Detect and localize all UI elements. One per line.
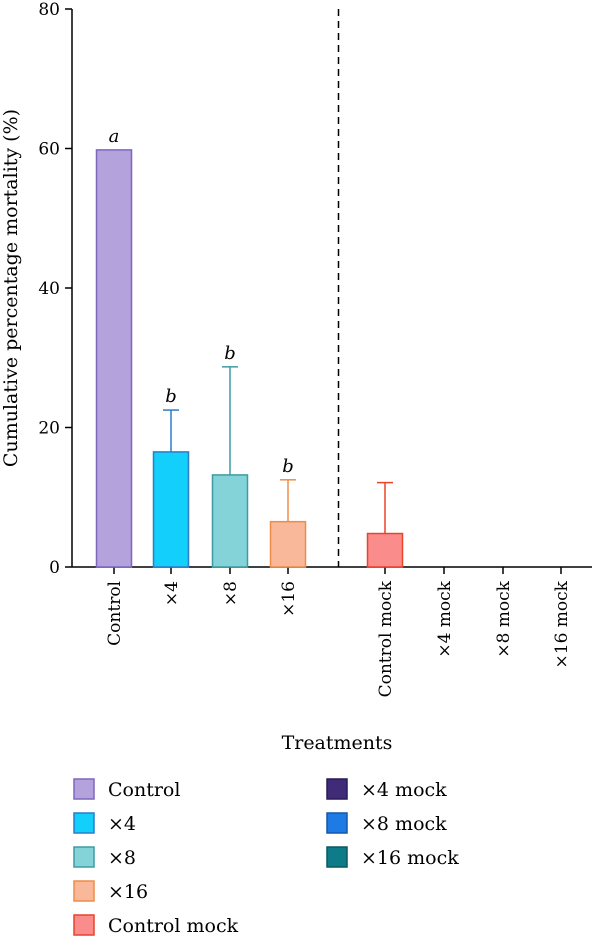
significance-label: b [165,386,177,407]
significance-label: b [224,343,236,364]
y-axis-title: Cumulative percentage mortality (%) [0,109,22,467]
legend-item: ×8 [73,846,136,869]
legend-label: ×4 mock [361,779,447,801]
legend-swatch [73,914,95,936]
x-tick-label: Control [105,581,125,646]
legend-label: ×16 mock [361,847,459,869]
legend: Control ×4 ×8 ×16 Control mock ×4 mock ×8 mock… [73,778,459,937]
labels: a Control b ×4 b ×8 b ×16 Control mock ×4 mock ×8 … [105,126,572,698]
legend-label: Control mock [108,915,239,937]
legend-swatch [73,778,95,800]
bar [152,451,190,568]
bar [269,520,307,568]
bar [366,532,404,568]
legend-swatch [326,778,348,800]
significance-label: a [109,126,120,147]
legend-item: ×8 mock [326,812,447,835]
legend-label: ×16 [108,881,148,903]
significance-label: b [282,456,294,477]
legend-swatch [73,846,95,868]
x-tick-label: Control mock [376,580,396,697]
legend-item: ×16 [73,880,148,903]
bars [95,149,404,568]
legend-label: ×4 [108,813,136,835]
x-axis-title: Treatments [282,732,393,754]
bar [211,474,249,568]
legend-swatch [73,880,95,902]
y-tick-label: 0 [49,558,60,578]
y-tick-label: 40 [38,279,60,299]
legend-label: ×8 mock [361,813,447,835]
x-tick-label: ×4 [162,581,182,606]
y-tick-label: 60 [38,140,60,160]
y-tick-label: 80 [38,0,60,20]
legend-item: Control mock [73,914,239,937]
legend-item: ×4 mock [326,778,447,801]
legend-item: Control [73,778,180,801]
x-tick-label: ×8 [221,581,241,606]
legend-label: Control [108,779,180,801]
bar [95,149,133,568]
x-tick-label: ×4 mock [435,580,455,657]
legend-item: ×4 [73,812,136,835]
x-tick-label: ×8 mock [494,580,514,657]
x-tick-label: ×16 mock [552,580,572,668]
legend-swatch [326,846,348,868]
y-tick-label: 20 [38,419,60,439]
legend-swatch [73,812,95,834]
x-tick-label: ×16 [279,581,299,617]
legend-label: ×8 [108,847,136,869]
legend-item: ×16 mock [326,846,459,869]
legend-swatch [326,812,348,834]
